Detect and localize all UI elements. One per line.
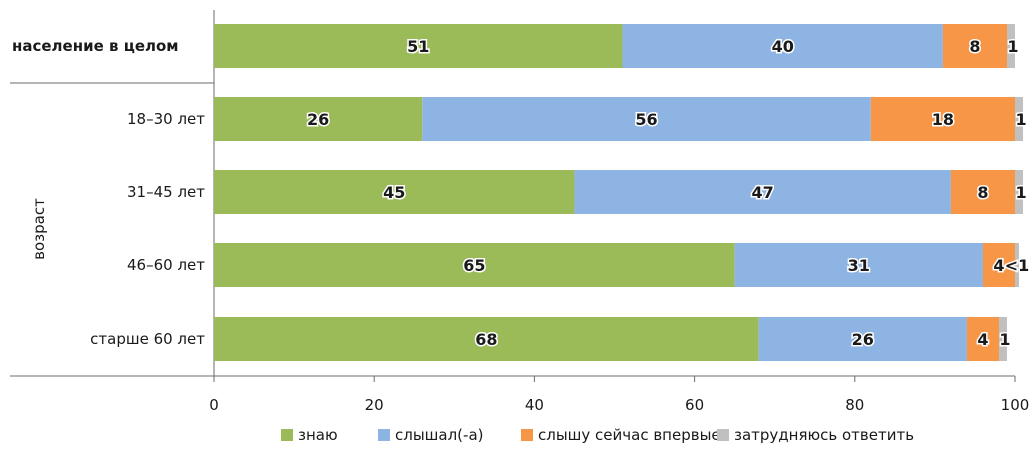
bar-segment [734, 243, 983, 287]
legend-label: знаю [298, 426, 338, 444]
data-label: 45 [383, 183, 405, 202]
data-label: 26 [307, 110, 329, 129]
bar-segment [1015, 170, 1024, 214]
category-label: население в целом [12, 37, 179, 55]
bar-segment [998, 317, 1007, 361]
bar-segment [214, 97, 423, 141]
data-label: 26 [852, 330, 874, 349]
category-label: старше 60 лет [90, 330, 205, 348]
data-label: 47 [752, 183, 774, 202]
data-label: 18 [932, 110, 954, 129]
x-tick-label: 0 [209, 396, 219, 414]
legend-swatch [521, 429, 533, 441]
x-tick-label: 40 [525, 396, 544, 414]
bar-segment [422, 97, 871, 141]
category-label: 18–30 лет [127, 110, 205, 128]
data-label: 4 [993, 256, 1004, 275]
data-label: 56 [635, 110, 657, 129]
bars [214, 24, 1024, 361]
data-label: <1 [1005, 256, 1030, 275]
bar-segment [942, 24, 1007, 68]
data-label: 1 [999, 330, 1010, 349]
data-label: 8 [977, 183, 988, 202]
data-label: 1 [1015, 110, 1026, 129]
data-label: 51 [407, 37, 429, 56]
bar-segment [870, 97, 1015, 141]
category-labels: население в целом 18–30 лет 31–45 лет 46–60… [12, 37, 205, 348]
bar-segment [1015, 97, 1024, 141]
bar-segment [966, 317, 999, 361]
legend-swatch [281, 429, 293, 441]
bar-segment [622, 24, 943, 68]
bar-segment [1015, 243, 1020, 287]
legend: знаю слышал(-а) слышу сейчас впервые затруд… [281, 426, 914, 444]
bar-segment [950, 170, 1015, 214]
category-label: 31–45 лет [127, 183, 205, 201]
data-label: 68 [475, 330, 497, 349]
data-label: 40 [772, 37, 794, 56]
legend-swatch [717, 429, 729, 441]
bar-segment [214, 24, 623, 68]
x-tick-label: 60 [685, 396, 704, 414]
x-axis: 0 20 40 60 80 100 [10, 375, 1030, 414]
legend-swatch [378, 429, 390, 441]
legend-label: слышал(-а) [395, 426, 484, 444]
bar-segment [214, 317, 759, 361]
bar-segment [214, 243, 735, 287]
data-label: 65 [463, 256, 485, 275]
data-label: 1 [1007, 37, 1018, 56]
legend-label: слышу сейчас впервые [538, 426, 721, 444]
x-tick-label: 80 [845, 396, 864, 414]
bar-segment [574, 170, 951, 214]
legend-label: затрудняюсь ответить [734, 426, 914, 444]
bar-segment [982, 243, 1015, 287]
data-label: 8 [969, 37, 980, 56]
value-labels: 51 40 8 126 56 18 145 47 8 165 31 4 <168 26 4 1 [305, 36, 1030, 351]
data-label: 31 [848, 256, 870, 275]
data-label: 4 [977, 330, 988, 349]
bar-segment [214, 170, 575, 214]
bar-segment [1006, 24, 1015, 68]
x-tick-label: 20 [365, 396, 384, 414]
group-label: возраст [30, 198, 48, 260]
bar-segment [758, 317, 967, 361]
category-label: 46–60 лет [127, 256, 205, 274]
x-tick-label: 100 [1001, 396, 1030, 414]
data-label: 1 [1015, 183, 1026, 202]
